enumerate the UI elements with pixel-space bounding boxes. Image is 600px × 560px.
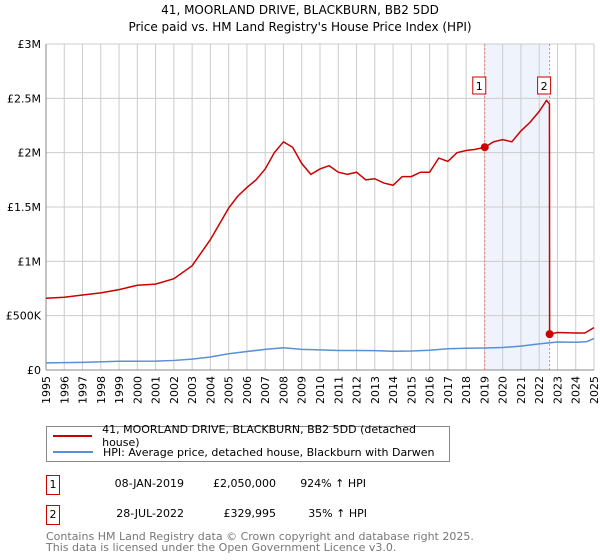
legend-swatch-blue xyxy=(53,451,93,453)
chart-subtitle: Price paid vs. HM Land Registry's House … xyxy=(128,20,471,34)
sale-marker-badge: 2 xyxy=(46,505,60,525)
y-tick-label: £0 xyxy=(27,364,41,377)
x-tick-label: 2003 xyxy=(186,376,199,404)
x-tick-label: 1995 xyxy=(40,376,53,404)
x-tick-label: 2004 xyxy=(204,376,217,404)
sale-point xyxy=(545,330,554,339)
sale-row: 1 08-JAN-2019 £2,050,000 924% ↑ HPI xyxy=(46,475,446,495)
footer-copyright: Contains HM Land Registry data © Crown c… xyxy=(46,530,474,543)
x-tick-label: 2009 xyxy=(296,376,309,404)
x-tick-label: 2011 xyxy=(332,376,345,404)
legend-swatch-red xyxy=(53,435,93,437)
x-tick-label: 2007 xyxy=(259,376,272,404)
price-line xyxy=(45,99,595,336)
sale-row: 2 28-JUL-2022 £329,995 35% ↑ HPI xyxy=(46,505,446,525)
x-tick-label: 2024 xyxy=(570,376,583,404)
x-tick-label: 2020 xyxy=(497,376,510,404)
sale-date: 08-JAN-2019 xyxy=(114,477,184,490)
footer: Contains HM Land Registry data © Crown c… xyxy=(46,531,474,553)
x-tick-label: 1996 xyxy=(58,376,71,404)
x-tick-label: 2006 xyxy=(241,376,254,404)
x-tick-label: 2023 xyxy=(551,376,564,404)
x-tick-label: 2019 xyxy=(478,376,491,404)
x-tick-label: 2008 xyxy=(277,376,290,404)
x-tick-label: 1999 xyxy=(113,376,126,404)
sale-hpi-change: 35% ↑ HPI xyxy=(308,507,367,520)
x-tick-label: 2018 xyxy=(460,376,473,404)
x-tick-label: 2022 xyxy=(533,376,546,404)
sale-label-box xyxy=(472,76,487,95)
x-tick-label: 2025 xyxy=(588,376,600,404)
sale-price: £329,995 xyxy=(223,507,277,520)
legend-item-hpi: HPI: Average price, detached house, Blac… xyxy=(47,444,434,460)
y-tick-label: £2M xyxy=(18,147,42,160)
hpi-line xyxy=(45,337,595,364)
y-tick-label: £1.5M xyxy=(7,201,41,214)
legend-label: HPI: Average price, detached house, Blac… xyxy=(103,445,435,459)
chart-title: 41, MOORLAND DRIVE, BLACKBURN, BB2 5DD xyxy=(161,3,439,17)
x-tick-label: 2012 xyxy=(351,376,364,404)
sale-label: 1 xyxy=(476,80,483,93)
x-tick-label: 2014 xyxy=(387,376,400,404)
x-tick-label: 2001 xyxy=(150,376,163,404)
sale-point xyxy=(480,143,489,152)
x-tick-label: 2005 xyxy=(223,376,236,404)
x-tick-label: 2010 xyxy=(314,376,327,404)
sale-hpi-change: 924% ↑ HPI xyxy=(300,477,366,490)
x-tick-label: 2002 xyxy=(168,376,181,404)
sale-marker-badge: 1 xyxy=(46,475,60,495)
x-tick-label: 2021 xyxy=(515,376,528,404)
legend-item-property: 41, MOORLAND DRIVE, BLACKBURN, BB2 5DD (… xyxy=(47,423,449,449)
x-tick-label: 2015 xyxy=(405,376,418,404)
sale-label: 2 xyxy=(541,80,548,93)
x-tick-label: 2000 xyxy=(131,376,144,404)
sale-date: 28-JUL-2022 xyxy=(116,507,184,520)
y-tick-label: £1M xyxy=(18,255,42,268)
x-tick-label: 2016 xyxy=(424,376,437,404)
legend-label: 41, MOORLAND DRIVE, BLACKBURN, BB2 5DD (… xyxy=(102,423,416,449)
y-tick-label: £500K xyxy=(6,310,42,323)
sale-label-box xyxy=(537,76,552,95)
x-tick-label: 1997 xyxy=(77,376,90,404)
sale-price: £2,050,000 xyxy=(213,477,276,490)
y-tick-label: £2.5M xyxy=(7,92,41,105)
x-tick-label: 2017 xyxy=(442,376,455,404)
x-tick-label: 1998 xyxy=(95,376,108,404)
legend: 41, MOORLAND DRIVE, BLACKBURN, BB2 5DD (… xyxy=(46,423,450,462)
x-tick-label: 2013 xyxy=(369,376,382,404)
footer-licence: This data is licensed under the Open Gov… xyxy=(46,541,397,554)
price-chart: 41, MOORLAND DRIVE, BLACKBURN, BB2 5DD P… xyxy=(6,3,600,404)
y-tick-label: £3M xyxy=(18,38,42,51)
